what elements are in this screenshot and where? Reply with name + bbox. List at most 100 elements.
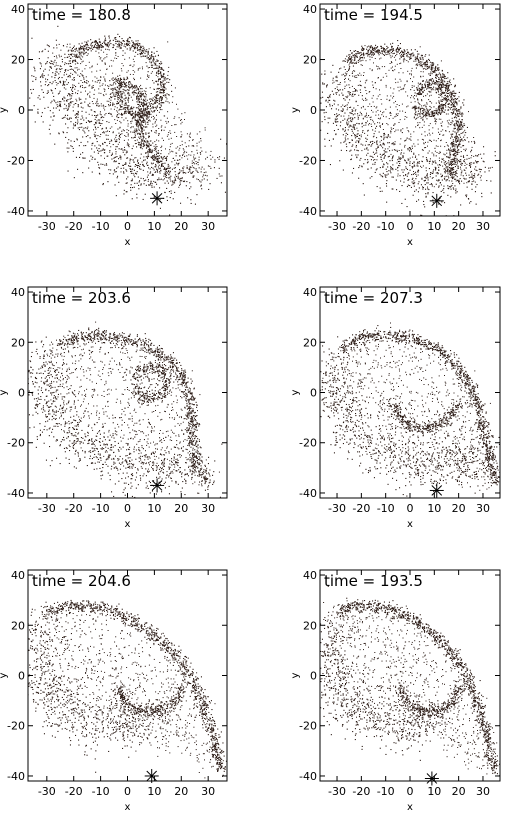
y-tick-label: -20	[7, 154, 25, 167]
data-point	[124, 135, 126, 136]
data-point	[139, 134, 141, 136]
data-point	[125, 112, 127, 114]
data-point	[429, 95, 430, 97]
data-point	[440, 145, 442, 147]
data-point	[341, 92, 343, 94]
data-point	[145, 107, 147, 109]
data-point	[410, 55, 412, 57]
data-point	[399, 58, 401, 60]
data-point	[360, 157, 362, 159]
data-point	[160, 81, 161, 83]
data-point	[134, 176, 136, 178]
data-point	[350, 112, 352, 114]
data-point	[430, 94, 432, 96]
data-point	[437, 172, 439, 174]
data-point	[148, 142, 150, 144]
data-point	[380, 175, 382, 177]
data-point	[153, 106, 155, 108]
data-point	[149, 58, 151, 60]
data-point	[451, 142, 453, 144]
data-point	[122, 114, 123, 116]
data-point	[109, 84, 111, 86]
data-point	[365, 80, 367, 82]
data-point	[109, 113, 111, 115]
data-point	[360, 143, 362, 145]
data-point	[160, 169, 162, 171]
data-point	[130, 165, 132, 167]
data-point	[34, 70, 36, 72]
data-point	[367, 159, 369, 161]
data-point	[357, 113, 359, 115]
data-point	[411, 53, 413, 55]
data-point	[396, 151, 398, 153]
data-point	[161, 98, 163, 100]
data-point	[418, 170, 420, 172]
data-point	[431, 177, 433, 179]
data-point	[411, 178, 413, 180]
y-axis-label: y	[0, 107, 9, 113]
data-point	[146, 65, 148, 67]
data-point	[410, 139, 412, 141]
data-point	[77, 104, 79, 106]
data-point	[142, 93, 144, 95]
data-point	[128, 41, 130, 43]
data-point	[182, 180, 184, 182]
data-point	[435, 65, 437, 67]
data-point	[486, 180, 488, 182]
data-point	[126, 44, 128, 46]
data-point	[113, 95, 115, 97]
data-point	[440, 79, 442, 81]
data-point	[93, 93, 95, 95]
data-point	[132, 50, 134, 52]
data-point	[193, 157, 195, 159]
data-point	[60, 49, 62, 51]
data-point	[64, 62, 66, 64]
data-point	[157, 55, 159, 57]
data-point	[391, 158, 393, 160]
data-point	[395, 168, 397, 170]
data-point	[64, 69, 66, 71]
data-point	[165, 88, 167, 90]
data-point	[385, 136, 387, 138]
data-point	[157, 158, 159, 160]
data-point	[370, 51, 372, 53]
data-point	[455, 173, 456, 175]
data-point	[104, 157, 105, 159]
data-point	[465, 172, 467, 174]
data-point	[127, 157, 129, 159]
data-point	[445, 170, 447, 172]
data-point	[122, 40, 124, 42]
data-point	[402, 51, 404, 53]
data-point	[52, 119, 54, 121]
data-point	[179, 159, 181, 161]
data-point	[193, 163, 195, 165]
data-point	[104, 114, 106, 116]
data-point	[321, 73, 323, 75]
data-point	[445, 130, 447, 132]
data-point	[458, 113, 460, 115]
data-point	[115, 83, 117, 85]
data-point	[68, 103, 70, 105]
data-point	[202, 174, 204, 176]
data-point	[368, 48, 370, 50]
data-point	[297, 85, 298, 86]
data-point	[430, 139, 432, 141]
data-point	[336, 80, 338, 82]
data-point	[96, 147, 98, 149]
data-point	[392, 142, 394, 144]
data-point	[356, 122, 358, 124]
data-point	[141, 130, 143, 132]
data-point	[118, 42, 120, 44]
data-point	[136, 113, 138, 115]
data-point	[420, 71, 422, 73]
data-point	[105, 43, 107, 45]
data-point	[126, 129, 128, 131]
data-point	[136, 128, 138, 130]
data-point	[351, 145, 353, 147]
data-point	[146, 115, 148, 117]
data-point	[401, 169, 403, 171]
data-point	[337, 121, 339, 123]
data-point	[39, 68, 41, 70]
data-point	[360, 64, 362, 66]
data-point	[140, 95, 142, 97]
